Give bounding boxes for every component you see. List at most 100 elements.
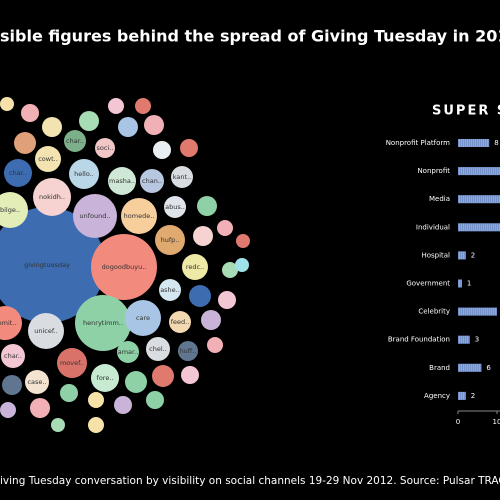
bubble-label: chan.. [142,177,162,185]
bar-stripe [458,335,470,344]
bubble [75,295,131,351]
category-label: Nonprofit [417,167,450,175]
bubble-label: redc.. [186,263,204,271]
bubble [33,178,71,216]
caption: iving Tuesday conversation by visibility… [0,475,500,487]
bubble [121,198,157,234]
bubble [95,138,115,158]
category-label: Government [406,280,450,288]
bubble-label: dogoodbuyu.. [102,263,147,271]
value-label: 3 [475,336,479,344]
bubble [0,97,14,111]
bubble-label: soci.. [97,144,114,152]
bubble [117,341,139,363]
category-label: Nonprofit Platform [386,139,450,147]
bubble [79,111,99,131]
bar-title: SUPER SP [432,104,500,119]
bubble [114,396,132,414]
value-label: 6 [486,364,491,372]
bubble [181,366,199,384]
bubble-label: char.. [4,352,22,360]
bubble [217,220,233,236]
bubble [236,234,250,248]
bubble-label: bilge.. [0,206,20,214]
bubble-label: givingtuesday [24,261,70,269]
bubble [135,98,151,114]
bubble [164,196,186,218]
bubble [25,370,49,394]
bubble-label: case.. [27,378,46,386]
category-label: Brand Foundation [388,336,450,344]
bubble [108,98,124,114]
bubble-label: abus.. [165,203,185,211]
bubble-label: movef.. [60,359,84,367]
bubble [35,146,61,172]
bubble [0,306,22,340]
bubble [28,313,64,349]
bubble [146,391,164,409]
page-title: sible figures behind the spread of Givin… [0,27,500,46]
bubble-label: hufp.. [161,236,180,244]
bubble [235,258,249,272]
bubble-label: masha.. [109,177,135,185]
bubble [218,291,236,309]
bubble-label: nomit.. [0,319,16,327]
category-label: Celebrity [418,308,450,316]
bubble [125,371,147,393]
bubble [51,418,65,432]
bubble [222,262,238,278]
bubble [178,341,198,361]
bubble [4,159,32,187]
bubble [171,166,193,188]
bubble [125,300,161,336]
bubble [0,402,16,418]
bar-stripe [458,251,466,260]
bar-stripe [458,167,500,176]
value-label: 2 [471,392,475,400]
bubble-label: unicef.. [34,327,58,335]
value-label: 8 [494,139,498,147]
bar-stripe [458,307,497,316]
bubble [0,192,28,228]
bubble [169,311,191,333]
bubble [88,392,104,408]
bubble [108,167,136,195]
bubble-label: care [136,314,150,322]
bubble [88,417,104,433]
bubble [197,196,217,216]
bar-stripe [458,279,462,288]
bubble [153,141,171,159]
x-tick-label: 0 [456,418,460,426]
bubble [2,375,22,395]
bubble [144,115,164,135]
bubble-label: hello.. [74,170,94,178]
bubble-label: nokidh.. [39,193,65,201]
bubble-label: feed.. [171,318,190,326]
bubble [91,234,157,300]
bubble-label: chel.. [149,345,167,353]
bubble [207,337,223,353]
category-label: Brand [429,364,450,372]
bar-stripe [458,391,466,400]
bubble [159,279,181,301]
bubble-label: fore.. [97,374,114,382]
bubble-label: unfound.. [79,212,110,220]
bubble [146,337,170,361]
bubble [69,159,99,189]
bar-stripe [458,139,490,147]
bubble [180,139,198,157]
bubble [91,364,119,392]
bubble [30,398,50,418]
bubble [0,207,105,323]
bubble [201,310,221,330]
bubble-label: char.. [9,169,27,177]
bubble [182,254,208,280]
bubble [57,348,87,378]
category-label: Individual [416,223,450,231]
bubble-label: char.. [66,137,84,145]
bubble [14,132,36,154]
value-label: 2 [471,251,475,259]
bubble [64,130,86,152]
bubble-label: henrytimm.. [83,319,123,327]
